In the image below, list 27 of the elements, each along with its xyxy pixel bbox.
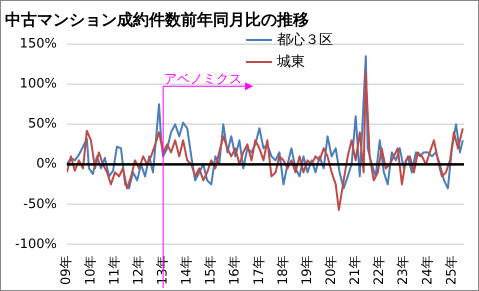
x-tick-label: 24年 (420, 255, 436, 286)
x-tick-label: 18年 (276, 255, 291, 286)
x-tick-label: 14年 (180, 255, 195, 286)
x-tick-label: 16年 (228, 255, 243, 286)
x-tick-label: 23年 (396, 255, 412, 286)
y-tick-label: -50% (23, 196, 57, 212)
x-tick-label: 11年 (107, 255, 122, 286)
y-tick-label: 50% (28, 116, 57, 132)
legend-label: 城東 (277, 53, 305, 72)
chart-title: 中古マンション成約件数前年同月比の推移 (5, 10, 309, 29)
y-tick-label: 150% (20, 36, 57, 52)
x-tick-label: 25年 (444, 255, 460, 286)
x-tick-label: 09年 (59, 255, 74, 286)
y-tick-label: 100% (20, 76, 57, 92)
legend-label: 都心３区 (277, 31, 333, 50)
x-tick-label: 15年 (204, 255, 219, 286)
x-tick-label: 21年 (348, 255, 364, 286)
x-tick-label: 13年 (156, 255, 171, 286)
x-tick-label: 17年 (252, 255, 267, 286)
y-tick-label: -100% (14, 236, 57, 252)
ref-line-label: アベノミクス (164, 72, 242, 88)
x-tick-label: 22年 (372, 255, 388, 286)
x-tick-label: 12年 (131, 255, 146, 286)
y-tick-label: 0% (36, 156, 57, 172)
x-tick-label: 19年 (300, 255, 315, 286)
x-tick-label: 20年 (324, 255, 339, 286)
x-tick-label: 10年 (83, 255, 98, 286)
